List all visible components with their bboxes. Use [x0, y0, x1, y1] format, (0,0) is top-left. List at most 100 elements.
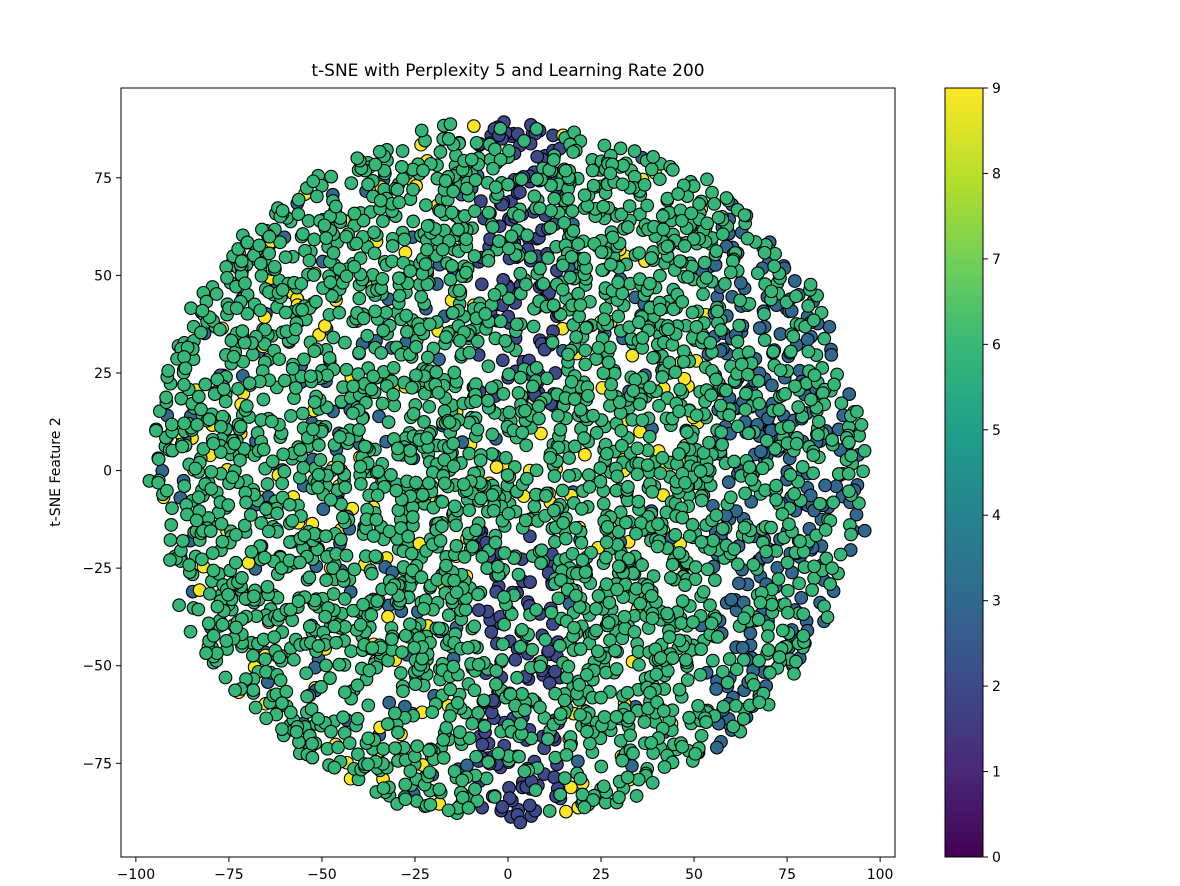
data-point	[305, 736, 319, 751]
data-point	[397, 232, 412, 247]
data-point	[435, 495, 450, 509]
data-point	[159, 390, 173, 405]
data-point	[474, 194, 488, 208]
data-point	[515, 622, 529, 637]
data-point	[663, 570, 678, 585]
data-point	[381, 609, 395, 624]
data-point	[603, 340, 617, 355]
data-point	[531, 399, 546, 414]
data-point	[727, 542, 742, 556]
data-point	[306, 422, 320, 437]
data-point	[336, 510, 350, 525]
data-point	[501, 177, 515, 192]
data-point	[240, 235, 255, 250]
data-point	[719, 383, 733, 398]
data-point	[184, 301, 198, 316]
data-point	[477, 719, 492, 734]
data-point	[826, 495, 841, 510]
data-point	[801, 344, 816, 359]
data-point	[704, 616, 719, 631]
y-tick-label: 25	[94, 366, 112, 382]
data-point	[420, 431, 434, 445]
data-point	[730, 557, 745, 572]
data-point	[406, 407, 421, 421]
data-point	[338, 685, 352, 700]
x-tick-label: −100	[117, 867, 155, 883]
data-point	[299, 666, 314, 681]
data-point	[300, 689, 314, 704]
data-point	[477, 693, 491, 708]
data-point	[630, 441, 645, 456]
data-point	[644, 735, 659, 750]
data-point	[529, 602, 544, 617]
data-point	[319, 573, 334, 588]
data-point	[323, 671, 337, 685]
data-point	[626, 746, 640, 761]
data-point	[751, 612, 766, 627]
data-point	[709, 508, 724, 523]
data-point	[590, 644, 605, 659]
data-point	[729, 662, 744, 677]
data-point	[323, 275, 338, 290]
data-point	[789, 654, 803, 669]
data-point	[547, 503, 561, 518]
data-point	[646, 569, 661, 583]
data-point	[611, 309, 626, 324]
data-point	[347, 562, 362, 577]
data-point	[547, 191, 562, 206]
data-point	[783, 468, 798, 482]
data-point	[235, 324, 250, 338]
data-point	[203, 524, 218, 538]
data-point	[431, 385, 446, 400]
data-point	[603, 166, 618, 181]
data-point	[746, 557, 761, 572]
data-point	[393, 666, 408, 680]
data-point	[752, 396, 767, 411]
data-point	[778, 387, 792, 401]
data-point	[347, 259, 362, 274]
data-point	[422, 765, 437, 780]
data-point	[210, 599, 225, 614]
data-point	[388, 706, 402, 721]
data-point	[519, 277, 533, 292]
data-point	[295, 227, 310, 241]
data-point	[415, 487, 430, 502]
data-point	[416, 163, 430, 178]
data-point	[642, 429, 657, 444]
data-point	[597, 138, 612, 153]
data-point	[703, 335, 718, 350]
data-point	[541, 251, 555, 265]
data-point	[175, 439, 190, 454]
data-point	[444, 205, 459, 220]
data-point	[805, 583, 819, 597]
data-point	[567, 392, 582, 406]
data-point	[806, 448, 821, 463]
data-point	[206, 436, 221, 451]
data-point	[806, 313, 821, 328]
data-point	[433, 204, 448, 219]
data-point	[451, 222, 465, 237]
data-point	[600, 520, 615, 534]
data-point	[620, 770, 635, 785]
data-point	[449, 518, 463, 533]
data-point	[730, 419, 745, 434]
data-point	[403, 764, 418, 778]
data-point	[261, 524, 276, 539]
data-point	[644, 589, 659, 603]
data-point	[738, 486, 752, 501]
data-point	[834, 396, 849, 411]
data-point	[277, 373, 292, 388]
data-point	[564, 374, 579, 389]
data-point	[736, 712, 751, 726]
data-point	[672, 404, 686, 419]
data-point	[735, 640, 750, 655]
data-point	[219, 634, 234, 648]
data-point	[350, 678, 365, 693]
data-point	[715, 521, 730, 536]
data-point	[660, 239, 675, 254]
data-point	[403, 617, 417, 632]
data-point	[310, 189, 324, 204]
data-point	[202, 586, 217, 601]
data-point	[553, 422, 568, 437]
